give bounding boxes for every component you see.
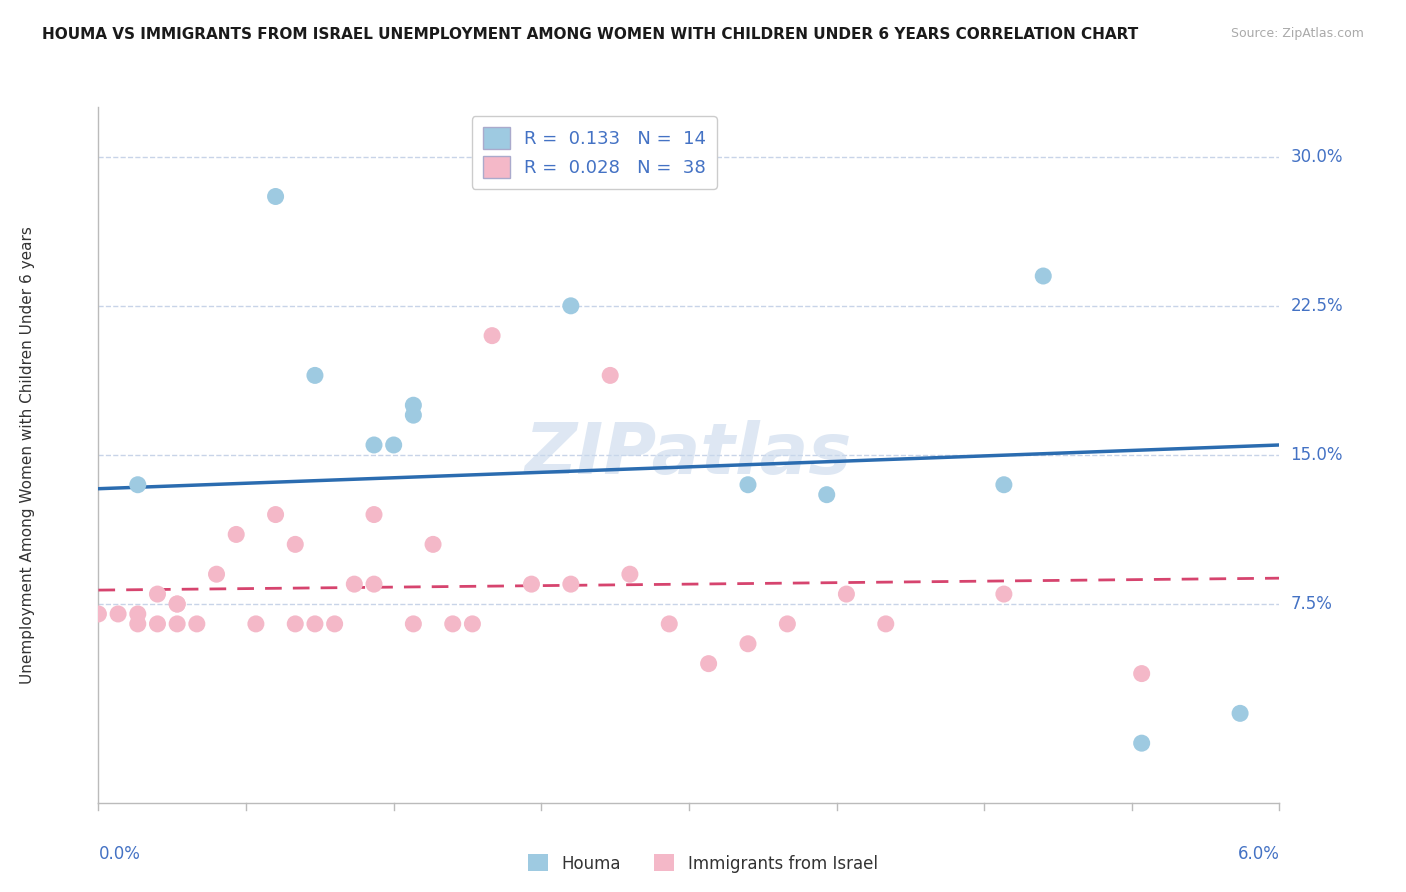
- Text: Unemployment Among Women with Children Under 6 years: Unemployment Among Women with Children U…: [20, 226, 35, 684]
- Point: [402, 408, 425, 422]
- Point: [402, 616, 425, 631]
- Text: 30.0%: 30.0%: [1291, 148, 1343, 166]
- Point: [560, 299, 582, 313]
- Point: [1032, 268, 1054, 283]
- Point: [422, 537, 444, 551]
- Point: [382, 438, 405, 452]
- Text: 22.5%: 22.5%: [1291, 297, 1343, 315]
- Point: [166, 597, 188, 611]
- Point: [166, 616, 188, 631]
- Text: Source: ZipAtlas.com: Source: ZipAtlas.com: [1230, 27, 1364, 40]
- Point: [146, 587, 169, 601]
- Point: [835, 587, 858, 601]
- Point: [993, 587, 1015, 601]
- Point: [776, 616, 799, 631]
- Point: [245, 616, 267, 631]
- Point: [205, 567, 228, 582]
- Point: [993, 477, 1015, 491]
- Point: [146, 616, 169, 631]
- Point: [737, 477, 759, 491]
- Text: 0.0%: 0.0%: [98, 845, 141, 863]
- Point: [875, 616, 897, 631]
- Text: 6.0%: 6.0%: [1237, 845, 1279, 863]
- Point: [560, 577, 582, 591]
- Text: ZIPatlas: ZIPatlas: [526, 420, 852, 490]
- Point: [363, 508, 385, 522]
- Point: [619, 567, 641, 582]
- Point: [127, 607, 149, 621]
- Point: [481, 328, 503, 343]
- Point: [127, 616, 149, 631]
- Point: [225, 527, 247, 541]
- Point: [304, 368, 326, 383]
- Point: [1229, 706, 1251, 721]
- Point: [166, 597, 188, 611]
- Text: 7.5%: 7.5%: [1291, 595, 1333, 613]
- Point: [87, 607, 110, 621]
- Point: [107, 607, 129, 621]
- Text: HOUMA VS IMMIGRANTS FROM ISRAEL UNEMPLOYMENT AMONG WOMEN WITH CHILDREN UNDER 6 Y: HOUMA VS IMMIGRANTS FROM ISRAEL UNEMPLOY…: [42, 27, 1139, 42]
- Point: [461, 616, 484, 631]
- Point: [697, 657, 720, 671]
- Point: [127, 477, 149, 491]
- Legend: R =  0.133   N =  14, R =  0.028   N =  38: R = 0.133 N = 14, R = 0.028 N = 38: [472, 116, 717, 189]
- Point: [1130, 736, 1153, 750]
- Point: [284, 616, 307, 631]
- Point: [304, 616, 326, 631]
- Point: [343, 577, 366, 591]
- Point: [1130, 666, 1153, 681]
- Point: [186, 616, 208, 631]
- Point: [363, 438, 385, 452]
- Point: [323, 616, 346, 631]
- Point: [264, 189, 287, 203]
- Point: [520, 577, 543, 591]
- Point: [737, 637, 759, 651]
- Point: [264, 508, 287, 522]
- Point: [658, 616, 681, 631]
- Text: 15.0%: 15.0%: [1291, 446, 1343, 464]
- Point: [402, 398, 425, 412]
- Point: [363, 577, 385, 591]
- Legend: Houma, Immigrants from Israel: Houma, Immigrants from Israel: [522, 847, 884, 880]
- Point: [599, 368, 621, 383]
- Point: [815, 488, 838, 502]
- Point: [441, 616, 464, 631]
- Point: [284, 537, 307, 551]
